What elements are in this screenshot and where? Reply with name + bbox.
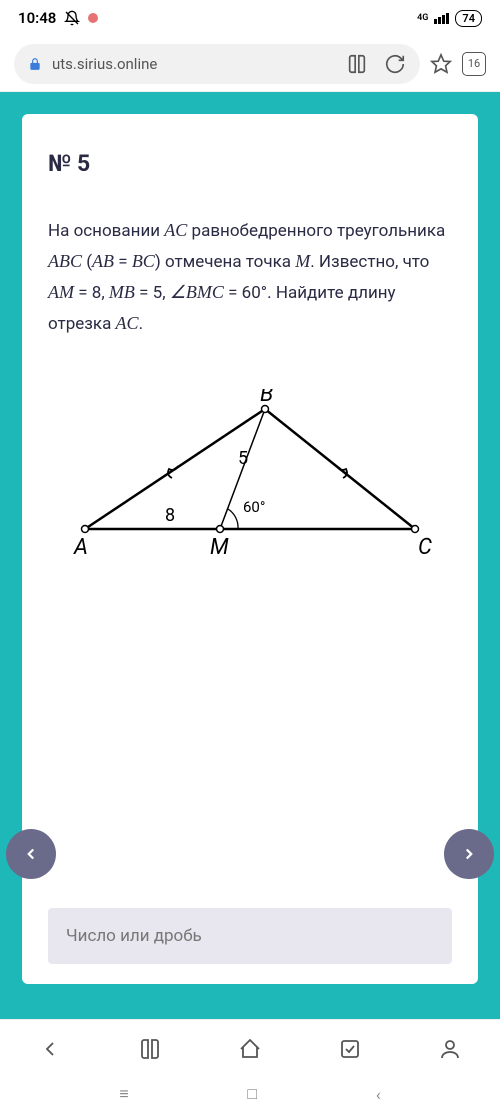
system-nav-bar: ≡ □ ‹ <box>0 1077 500 1111</box>
content-area: № 5 На основании AC равнобедренного треу… <box>0 92 500 1019</box>
back-system-icon[interactable]: ‹ <box>376 1085 381 1104</box>
text: На основании <box>48 221 164 241</box>
math-am: AM <box>48 282 74 302</box>
math-bc: BC <box>132 251 155 271</box>
bell-off-icon <box>64 10 80 26</box>
math-ac: AC <box>164 220 187 240</box>
text: . Известно, что <box>310 252 429 272</box>
tabs-count-badge[interactable]: 16 <box>462 52 486 76</box>
text: ( <box>82 252 92 272</box>
label-8: 8 <box>165 505 175 526</box>
url-pill[interactable]: uts.sirius.online <box>14 44 420 84</box>
problem-text: На основании AC равнобедренного треуголь… <box>48 215 452 339</box>
battery-badge: 74 <box>455 10 482 27</box>
home-icon[interactable] <box>238 1037 262 1061</box>
url-host: uts.sirius.online <box>52 55 157 73</box>
home-system-icon[interactable]: □ <box>247 1084 257 1104</box>
lock-icon <box>28 57 42 71</box>
math-angle: ∠BMC <box>170 282 224 302</box>
label-c: C <box>418 535 432 560</box>
status-left: 10:48 <box>18 9 98 27</box>
label-m: M <box>210 535 229 560</box>
bookmark-star-icon[interactable] <box>430 53 452 75</box>
triangle-svg: A B C M 5 8 60° <box>60 389 440 569</box>
record-dot-icon <box>88 13 98 23</box>
browser-url-bar: uts.sirius.online 16 <box>0 36 500 92</box>
geometry-figure: A B C M 5 8 60° <box>48 389 452 569</box>
next-button[interactable] <box>444 829 494 879</box>
signal-icon <box>434 13 449 24</box>
url-actions <box>346 53 406 75</box>
math-m: M <box>295 251 310 271</box>
text: = 8 <box>74 283 101 303</box>
text: , <box>101 283 109 303</box>
reload-icon[interactable] <box>384 53 406 75</box>
status-bar: 10:48 4G 74 <box>0 0 500 36</box>
text: равнобедренного треугольника <box>187 221 445 241</box>
text: = 60° <box>224 283 267 303</box>
text: = 5 <box>135 283 162 303</box>
prev-button[interactable] <box>6 829 56 879</box>
text: = <box>114 252 132 272</box>
text: ) отмечена точка <box>155 252 295 272</box>
problem-card: № 5 На основании AC равнобедренного треу… <box>22 114 478 984</box>
profile-icon[interactable] <box>438 1037 462 1061</box>
answer-placeholder: Число или дробь <box>66 926 202 946</box>
math-ab: AB <box>92 251 114 271</box>
reader-icon[interactable] <box>346 53 368 75</box>
reader-icon[interactable] <box>138 1037 162 1061</box>
text: , <box>162 283 170 303</box>
chevron-right-icon <box>460 845 478 863</box>
browser-bottom-bar <box>0 1019 500 1077</box>
math-ac2: AC <box>116 313 139 333</box>
text: . <box>139 314 143 334</box>
label-60: 60° <box>243 498 265 516</box>
status-time: 10:48 <box>18 9 56 27</box>
chevron-left-icon <box>22 845 40 863</box>
network-label: 4G <box>417 13 428 23</box>
answer-input[interactable]: Число или дробь <box>48 908 452 964</box>
recents-icon[interactable]: ≡ <box>119 1084 128 1104</box>
label-a: A <box>73 535 88 560</box>
math-abc: ABC <box>48 251 82 271</box>
label-b: B <box>260 389 273 407</box>
back-icon[interactable] <box>38 1037 62 1061</box>
bookmark-icon[interactable] <box>338 1037 362 1061</box>
problem-number: № 5 <box>48 150 452 177</box>
status-right: 4G 74 <box>417 10 482 27</box>
label-5: 5 <box>238 448 248 469</box>
math-mb: MB <box>109 282 135 302</box>
